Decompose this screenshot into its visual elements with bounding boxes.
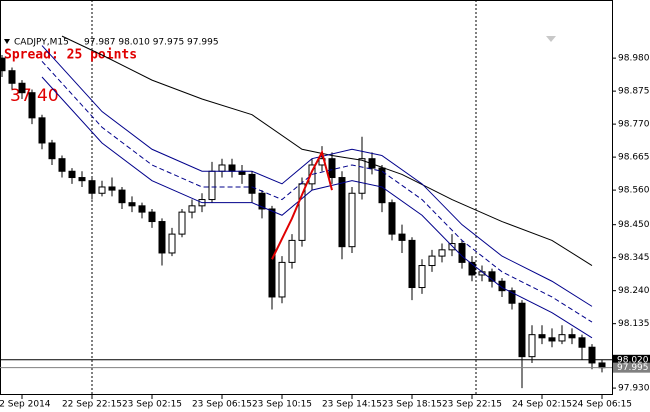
candle-body xyxy=(438,249,446,257)
candle-body xyxy=(8,70,16,84)
candle-body xyxy=(528,334,536,358)
candle-body xyxy=(18,82,26,94)
price-box xyxy=(613,362,650,373)
candle-body xyxy=(398,233,406,241)
candle-body xyxy=(578,337,586,348)
candle-body xyxy=(218,164,226,172)
y-tick-label: 97.930 xyxy=(618,384,650,394)
y-tick-label: 98.875 xyxy=(618,87,650,97)
x-tick-label: 22 Sep 22:15 xyxy=(62,400,122,410)
candle-body xyxy=(448,243,456,251)
price-label: 98.020 xyxy=(617,355,649,365)
candle-body xyxy=(38,117,46,144)
spread-label: Spread: 25 points xyxy=(4,48,137,63)
candle-body xyxy=(118,189,126,204)
x-tick-label: 22 Sep 2014 xyxy=(0,400,51,410)
quote: 97.987 98.010 97.975 97.995 xyxy=(84,38,219,48)
candle-body xyxy=(378,167,386,204)
candle-body xyxy=(258,192,266,210)
candle-body xyxy=(538,334,546,339)
candle-body xyxy=(568,334,576,339)
indicator-line xyxy=(41,76,593,339)
y-tick-label: 98.665 xyxy=(618,153,650,163)
candle-body xyxy=(48,142,56,160)
candle-body xyxy=(298,183,306,241)
candle-body xyxy=(158,221,166,254)
candle-body xyxy=(408,239,416,289)
indicator-line xyxy=(41,60,593,323)
candle-body xyxy=(68,170,76,179)
scroll-marker xyxy=(546,36,556,42)
candle-body xyxy=(548,337,556,342)
y-tick-label: 98.770 xyxy=(618,120,650,130)
candle-body xyxy=(208,170,216,201)
plot-frame xyxy=(0,0,613,395)
candle-body xyxy=(508,290,516,304)
candle-body xyxy=(598,362,606,369)
x-tick-label: 23 Sep 06:15 xyxy=(192,400,252,410)
candle-body xyxy=(178,211,186,235)
indicator-line xyxy=(41,45,593,307)
candle-body xyxy=(88,180,96,194)
candle-body xyxy=(168,233,176,254)
candle-body xyxy=(358,158,366,194)
candle-body xyxy=(348,192,356,248)
y-tick-label: 98.135 xyxy=(618,319,650,329)
candle-body xyxy=(148,211,156,223)
y-tick-label: 98.450 xyxy=(618,220,650,230)
x-tick-label: 23 Sep 10:15 xyxy=(252,400,312,410)
indicator-line xyxy=(61,35,593,266)
y-tick-label: 98.345 xyxy=(618,253,650,263)
candle-body xyxy=(78,177,86,182)
candle-body xyxy=(188,205,196,213)
candle-body xyxy=(458,243,466,263)
candle-body xyxy=(328,158,336,179)
candle-body xyxy=(248,173,256,194)
indicator-line xyxy=(271,149,333,260)
candle-body xyxy=(338,177,346,248)
y-tick-label: 98.560 xyxy=(618,186,650,196)
chart-title: CADJPY,M15 xyxy=(14,38,69,48)
candle-body xyxy=(588,346,596,364)
candle-body xyxy=(0,57,6,72)
candle-body xyxy=(558,334,566,342)
candle-body xyxy=(518,302,526,358)
price-label: 97.995 xyxy=(617,363,649,373)
price-box xyxy=(613,354,650,365)
candle-body xyxy=(468,261,476,276)
candle-body xyxy=(58,158,66,172)
x-tick-label: 23 Sep 02:15 xyxy=(122,400,182,410)
x-tick-label: 23 Sep 18:15 xyxy=(382,400,442,410)
candle-body xyxy=(278,261,286,298)
y-tick-label: 98.980 xyxy=(618,54,650,64)
candle-body xyxy=(98,186,106,194)
candle-body xyxy=(108,186,116,191)
candle-body xyxy=(138,205,146,213)
x-tick-label: 23 Sep 14:15 xyxy=(322,400,382,410)
candle-body xyxy=(388,202,396,235)
y-tick-label: 98.240 xyxy=(618,286,650,296)
candle-body xyxy=(28,92,36,119)
candle-body xyxy=(488,271,496,282)
candle-body xyxy=(498,280,506,292)
candle-body xyxy=(228,164,236,172)
candle-body xyxy=(428,255,436,267)
candle-body xyxy=(418,265,426,289)
x-tick-label: 23 Sep 22:15 xyxy=(442,400,502,410)
candle-body xyxy=(128,202,136,207)
menu-arrow[interactable] xyxy=(4,39,10,44)
candle-body xyxy=(288,239,296,263)
x-tick-label: 24 Sep 06:15 xyxy=(572,400,632,410)
x-tick-label: 24 Sep 02:15 xyxy=(512,400,572,410)
